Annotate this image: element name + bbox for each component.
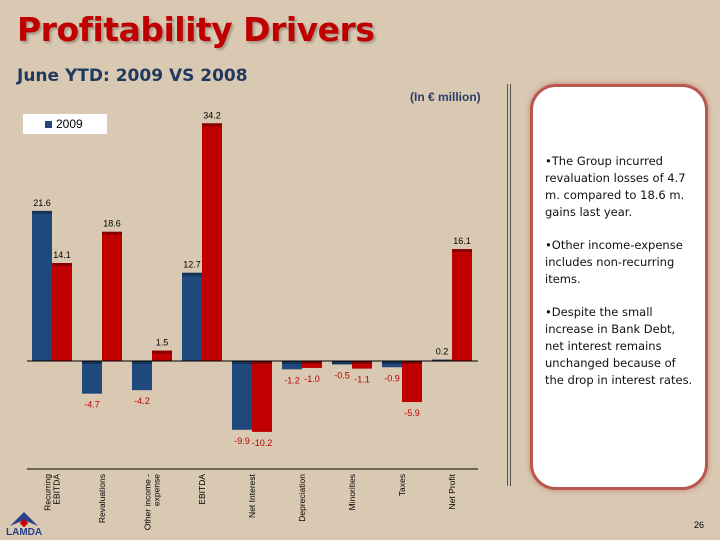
category-label: EBITDA <box>197 474 207 505</box>
data-label: -5.9 <box>404 408 420 418</box>
bar-cap <box>32 210 52 214</box>
bullet-revaluation: •The Group incurred revaluation losses o… <box>545 154 686 219</box>
data-label: 0.2 <box>436 347 449 357</box>
bar-2009-6 <box>332 361 352 365</box>
bar-2008-4 <box>252 361 272 432</box>
bullet-other-income: •Other income-expense includes non-recur… <box>545 238 683 286</box>
bar-cap <box>52 263 72 267</box>
category-label-line: Taxes <box>397 474 407 496</box>
data-label: 18.6 <box>103 219 121 229</box>
data-label: -1.2 <box>284 375 300 385</box>
bar-cap <box>382 361 402 364</box>
bar-2008-3 <box>202 123 222 361</box>
bar-cap <box>352 361 372 364</box>
page-number: 26 <box>694 520 705 530</box>
divider-line <box>507 84 511 486</box>
unit-note: (In € million) <box>410 90 481 104</box>
bar-2008-2 <box>152 350 172 361</box>
category-label: RecurringEBITDA <box>43 474 62 511</box>
data-label: -1.1 <box>354 375 370 385</box>
category-label: Taxes <box>397 474 407 496</box>
data-label: -0.9 <box>384 373 400 383</box>
bar-2008-1 <box>102 231 122 361</box>
bar-cap <box>452 249 472 253</box>
bar-cap <box>102 231 122 235</box>
bar-2008-0 <box>52 263 72 361</box>
category-label: Other income -expense <box>143 474 162 530</box>
data-label: 1.5 <box>156 338 169 348</box>
category-label: Minorities <box>347 474 357 510</box>
commentary-panel: •The Group incurred revaluation losses o… <box>530 84 708 490</box>
bar-2009-5 <box>282 361 302 370</box>
data-label: 16.1 <box>453 236 471 246</box>
svg-text:LAMDA: LAMDA <box>6 527 42 536</box>
bar-cap <box>252 361 272 364</box>
bar-2008-6 <box>352 361 372 369</box>
bar-2008-5 <box>302 361 322 368</box>
category-label-line: Recurring <box>43 474 53 511</box>
bar-cap <box>152 350 172 354</box>
bar-2009-0 <box>32 210 52 361</box>
bar-cap <box>332 361 352 364</box>
bar-cap <box>182 272 202 276</box>
category-label-line: expense <box>152 474 162 506</box>
bar-2009-8 <box>432 359 452 361</box>
page-subtitle: June YTD: 2009 VS 2008 <box>17 66 248 86</box>
data-label: 21.6 <box>33 198 51 208</box>
category-label: Net Profit <box>447 473 457 509</box>
category-label: Net Interest <box>247 473 257 518</box>
lamda-logo: LAMDA <box>6 508 42 536</box>
category-label: Depreciation <box>297 474 307 522</box>
bar-cap <box>202 123 222 127</box>
page-title: Profitability Drivers <box>17 10 375 49</box>
data-label: 14.1 <box>53 250 71 260</box>
data-label: -10.2 <box>252 438 273 448</box>
bar-cap <box>282 361 302 364</box>
category-label-line: Revaluations <box>97 474 107 523</box>
category-label-line: Net Profit <box>447 473 457 509</box>
data-label: 34.2 <box>203 110 221 120</box>
data-label: -4.2 <box>134 396 150 406</box>
bar-2008-7 <box>402 361 422 403</box>
bar-cap <box>432 359 452 361</box>
legend-label-2009: 2009 <box>56 117 83 131</box>
chart-legend: 2009 <box>23 114 107 134</box>
data-label: -0.5 <box>334 370 350 380</box>
bar-2008-8 <box>452 249 472 361</box>
bar-2009-4 <box>232 361 252 430</box>
bar-cap <box>82 361 102 364</box>
data-label: 12.7 <box>183 260 201 270</box>
category-label-line: Net Interest <box>247 473 257 518</box>
bar-cap <box>232 361 252 364</box>
category-label-line: Minorities <box>347 474 357 510</box>
data-label: -4.7 <box>84 400 100 410</box>
bar-2009-1 <box>82 361 102 394</box>
bar-cap <box>302 361 322 364</box>
data-label: -9.9 <box>234 436 250 446</box>
category-label: Revaluations <box>97 474 107 523</box>
category-label-line: EBITDA <box>52 474 62 505</box>
bar-cap <box>402 361 422 364</box>
category-label-line: Depreciation <box>297 474 307 522</box>
bar-2009-3 <box>182 272 202 361</box>
bar-cap <box>132 361 152 364</box>
category-label-line: EBITDA <box>197 474 207 505</box>
legend-swatch-2009 <box>45 120 52 128</box>
category-label-line: Other income - <box>143 474 153 530</box>
data-label: -1.0 <box>304 374 320 384</box>
bar-2009-2 <box>132 361 152 391</box>
bullet-net-interest: •Despite the small increase in Bank Debt… <box>545 305 693 387</box>
bar-2009-7 <box>382 361 402 368</box>
